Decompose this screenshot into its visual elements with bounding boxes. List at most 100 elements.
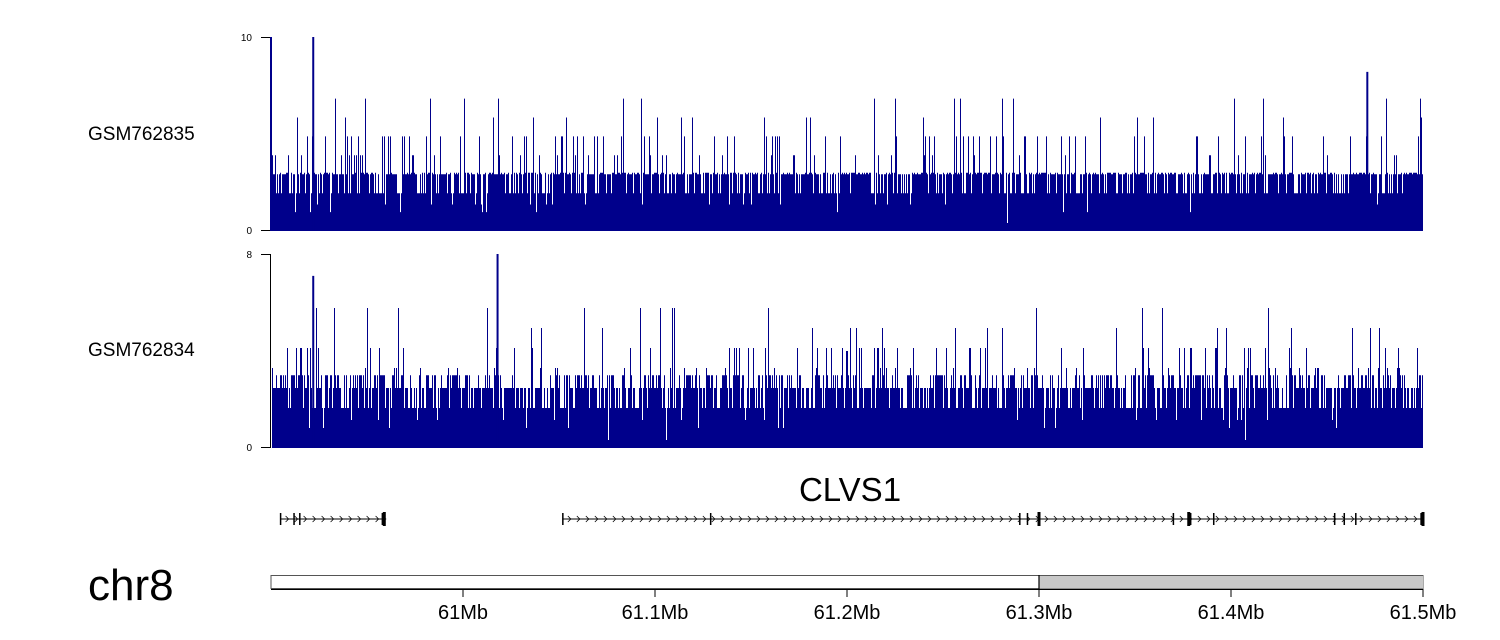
strand-arrow <box>963 515 968 523</box>
strand-arrow <box>801 515 806 523</box>
strand-arrow <box>603 515 608 523</box>
strand-arrow <box>891 515 896 523</box>
strand-arrow <box>738 515 743 523</box>
strand-arrow <box>366 515 371 523</box>
signal-bars <box>270 37 1423 231</box>
strand-arrow <box>999 515 1004 523</box>
strand-arrow <box>747 515 752 523</box>
signal-bars-path <box>272 308 1423 448</box>
axis-tick-label: 61Mb <box>438 602 488 624</box>
strand-arrow <box>918 515 923 523</box>
strand-arrow <box>1008 515 1013 523</box>
strand-arrow <box>1098 515 1103 523</box>
exon <box>1420 513 1422 525</box>
axis-tick-label: 61.2Mb <box>814 602 881 624</box>
strand-arrow <box>1107 515 1112 523</box>
strand-arrow <box>1251 515 1256 523</box>
axis-tick-label: 61.3Mb <box>1006 602 1073 624</box>
signal-baseline-fill <box>272 223 1423 231</box>
strand-arrow <box>864 515 869 523</box>
strand-arrow <box>909 515 914 523</box>
strand-arrow <box>792 515 797 523</box>
chromosome-label: chr8 <box>88 561 174 610</box>
strand-arrow <box>882 515 887 523</box>
y-max-label: 8 <box>246 250 252 261</box>
strand-arrow <box>981 515 986 523</box>
signal-bars-path <box>272 98 1423 231</box>
strand-arrow <box>1053 515 1058 523</box>
strand-arrow <box>1206 515 1211 523</box>
y-min-label: 0 <box>246 226 252 237</box>
strand-arrow <box>675 515 680 523</box>
strand-arrow <box>783 515 788 523</box>
gene-name: CLVS1 <box>799 471 901 508</box>
exon <box>562 513 564 525</box>
strand-arrow <box>972 515 977 523</box>
exons <box>279 512 1425 526</box>
strand-arrow <box>375 515 380 523</box>
strand-arrow <box>684 515 689 523</box>
strand-arrow <box>321 515 326 523</box>
genomic-axis: 61Mb 61.1Mb 61.2Mb 61.3Mb 61.4Mb 61.5Mb <box>271 589 1456 624</box>
strand-arrow <box>1080 515 1085 523</box>
exon <box>381 513 384 525</box>
strand-arrow <box>303 515 308 523</box>
axis-tick-label: 61.4Mb <box>1198 602 1265 624</box>
strand-arrow <box>729 515 734 523</box>
strand-arrow <box>1395 515 1400 523</box>
exon <box>279 513 282 525</box>
strand-arrow <box>900 515 905 523</box>
strand-arrow <box>828 515 833 523</box>
exon <box>1187 512 1191 526</box>
strand-arrow <box>954 515 959 523</box>
strand-arrow <box>720 515 725 523</box>
strand-arrow <box>1377 515 1382 523</box>
strand-arrow <box>855 515 860 523</box>
exon <box>293 513 295 525</box>
strand-arrow <box>1089 515 1094 523</box>
strand-arrow <box>810 515 815 523</box>
strand-arrow <box>594 515 599 523</box>
strand-arrow <box>1323 515 1328 523</box>
strand-arrow <box>285 515 290 523</box>
strand-arrow <box>1197 515 1202 523</box>
strand-arrow <box>330 515 335 523</box>
signal-track-gsm762834: GSM762834 8 0 <box>88 250 1423 454</box>
strand-arrow <box>1413 515 1418 523</box>
strand-arrow <box>1143 515 1148 523</box>
strand-arrow <box>1215 515 1220 523</box>
strand-arrow <box>1125 515 1130 523</box>
strand-arrow <box>648 515 653 523</box>
strand-arrow <box>693 515 698 523</box>
strand-arrow <box>585 515 590 523</box>
axis-tick-label: 61.5Mb <box>1390 602 1457 624</box>
ideogram-band <box>1039 576 1423 589</box>
y-max-label: 10 <box>241 33 253 44</box>
strand-arrow <box>1287 515 1292 523</box>
strand-arrow <box>657 515 662 523</box>
strand-arrow <box>348 515 353 523</box>
exon <box>382 512 386 526</box>
strand-arrows <box>285 515 1418 523</box>
strand-arrow <box>576 515 581 523</box>
exon <box>1189 513 1192 525</box>
strand-arrow <box>621 515 626 523</box>
strand-arrow <box>1359 515 1364 523</box>
strand-arrow <box>639 515 644 523</box>
strand-arrow <box>1017 515 1022 523</box>
strand-arrow <box>945 515 950 523</box>
exon <box>1037 512 1041 526</box>
exon <box>1172 513 1175 525</box>
strand-arrow <box>1404 515 1409 523</box>
strand-arrow <box>774 515 779 523</box>
strand-arrow <box>837 515 842 523</box>
exon <box>1343 513 1346 525</box>
strand-arrow <box>1386 515 1391 523</box>
strand-arrow <box>819 515 824 523</box>
gene-track: CLVS1 <box>279 471 1425 526</box>
strand-arrow <box>1296 515 1301 523</box>
strand-arrow <box>1224 515 1229 523</box>
strand-arrow <box>1161 515 1166 523</box>
strand-arrow <box>711 515 716 523</box>
exon <box>1355 513 1357 525</box>
